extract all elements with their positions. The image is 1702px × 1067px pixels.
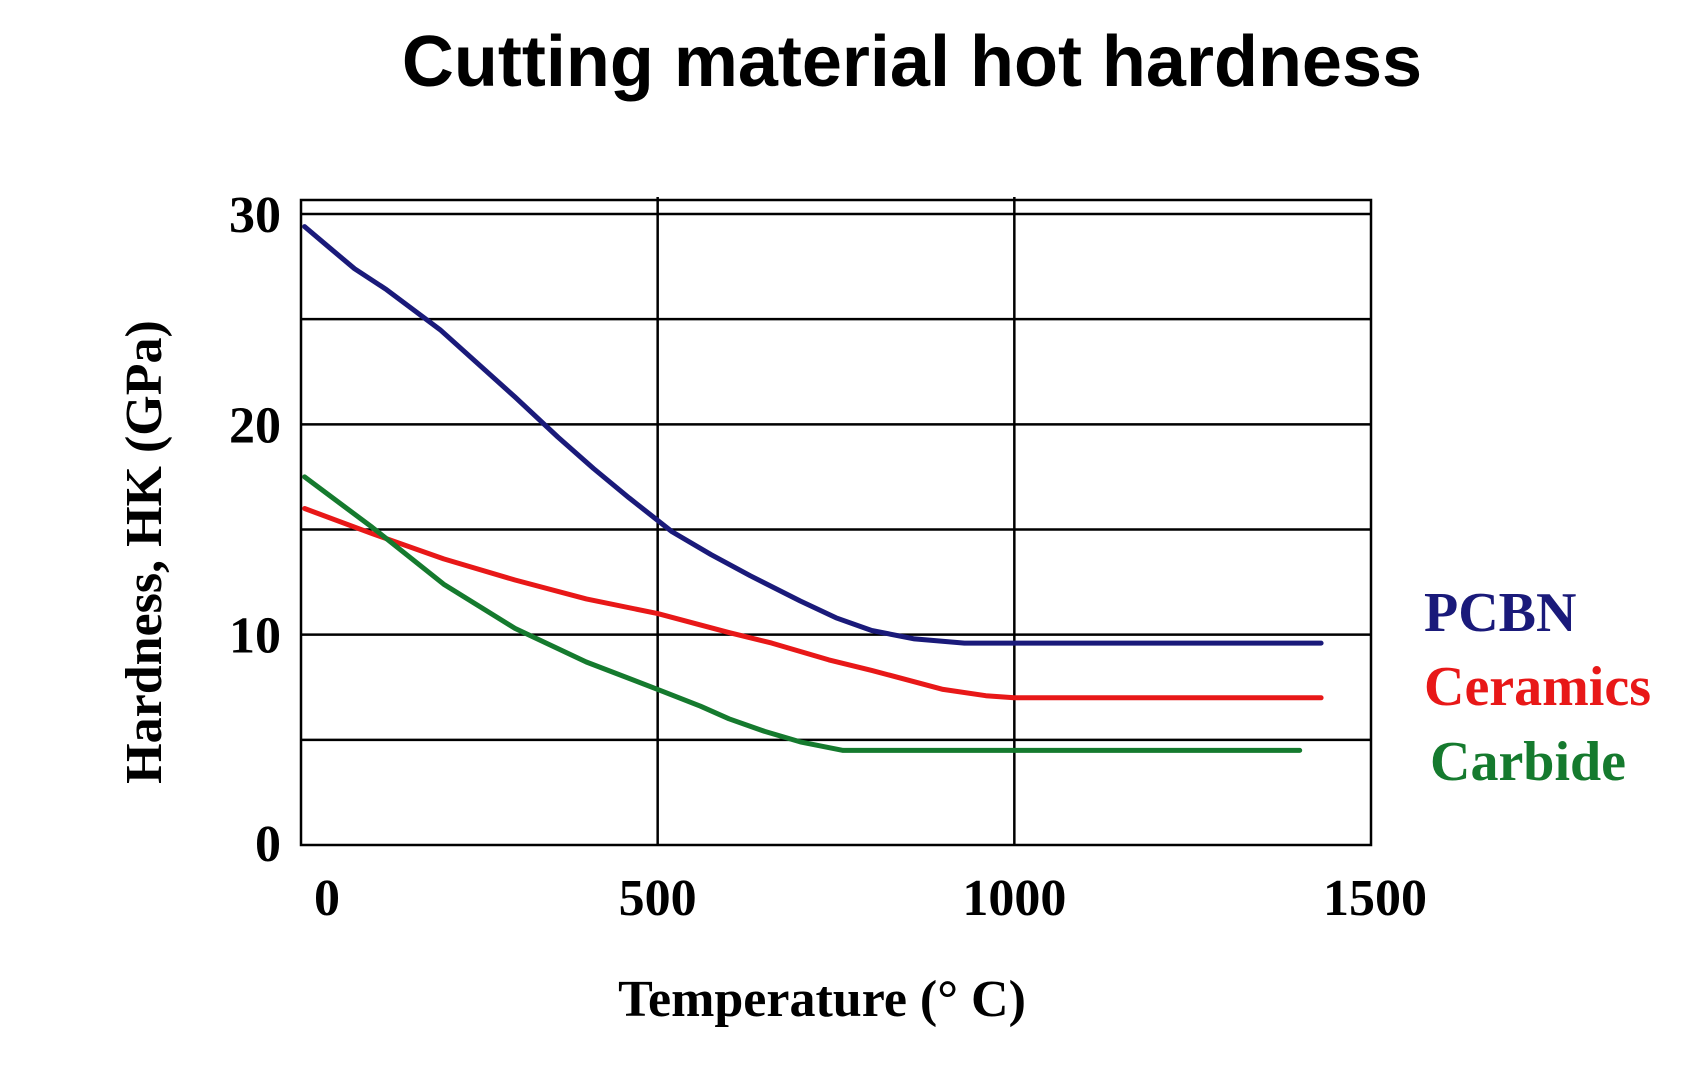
x-axis-label: Temperature (° C): [618, 971, 1026, 1028]
legend-label-pcbn: PCBN: [1424, 582, 1576, 644]
plot-frame: [299, 198, 1373, 847]
series-line-pcbn: [302, 224, 1324, 646]
legend: PCBN Ceramics Carbide: [1424, 582, 1651, 793]
series-group: [302, 224, 1324, 753]
x-tick-label-1500: 1500: [1323, 870, 1427, 927]
legend-label-ceramics: Ceramics: [1424, 656, 1651, 718]
y-tick-label-30: 30: [229, 187, 281, 244]
y-axis-label: Hardness, HK (GPa): [116, 320, 173, 784]
series-line-carbide: [302, 474, 1303, 753]
chart-title: Cutting material hot hardness: [402, 22, 1422, 102]
tick-labels: 0 500 1000 1500 0 10 20 30: [229, 187, 1427, 927]
grid: [301, 197, 1371, 845]
series-line-ceramics: [302, 506, 1324, 701]
y-tick-label-0: 0: [255, 816, 281, 873]
legend-label-carbide: Carbide: [1430, 731, 1626, 793]
x-tick-label-500: 500: [619, 870, 697, 927]
y-tick-label-10: 10: [229, 608, 281, 665]
x-tick-label-0: 0: [314, 870, 340, 927]
y-tick-label-20: 20: [229, 397, 281, 454]
x-tick-label-1000: 1000: [962, 870, 1066, 927]
